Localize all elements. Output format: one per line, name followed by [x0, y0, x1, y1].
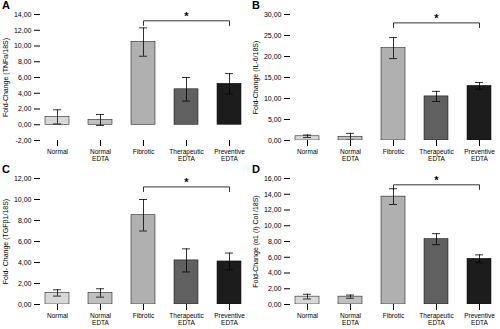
html-text:D: D [252, 163, 260, 175]
html-text:A: A [2, 0, 10, 11]
svg-text:0,00: 0,00 [268, 301, 282, 308]
svg-text:NormalEDTA: NormalEDTA [90, 312, 112, 326]
svg-text:8,00: 8,00 [18, 217, 32, 224]
svg-text:12,00: 12,00 [14, 175, 32, 182]
svg-text:Fibrotic: Fibrotic [133, 312, 155, 319]
svg-text:12,00: 12,00 [14, 26, 32, 33]
svg-text:2,00: 2,00 [18, 105, 32, 112]
svg-text:Fold-Change (IL-6/18S): Fold-Change (IL-6/18S) [252, 41, 260, 115]
html-text:B: B [252, 0, 260, 11]
svg-text:4,00: 4,00 [268, 269, 282, 276]
svg-text:NormalEDTA: NormalEDTA [340, 148, 362, 162]
svg-text:10,00: 10,00 [264, 95, 282, 102]
svg-text:5,00: 5,00 [268, 116, 282, 123]
svg-text:Normal: Normal [297, 312, 319, 319]
svg-text:0,00: 0,00 [18, 301, 32, 308]
svg-text:PreventiveEDTA: PreventiveEDTA [464, 148, 495, 162]
svg-text:8,00: 8,00 [18, 58, 32, 65]
svg-text:Fibrotic: Fibrotic [133, 148, 155, 155]
svg-text:Normal: Normal [47, 148, 69, 155]
svg-text:14,00: 14,00 [264, 190, 282, 197]
svg-text:8,00: 8,00 [268, 238, 282, 245]
svg-text:Normal: Normal [47, 312, 69, 319]
svg-text:Fibrotic: Fibrotic [383, 312, 405, 319]
svg-text:PreventiveEDTA: PreventiveEDTA [214, 148, 245, 162]
svg-text:Normal: Normal [297, 148, 319, 155]
svg-text:Fold-Change (TNFα/18S): Fold-Change (TNFα/18S) [2, 38, 10, 117]
svg-text:NormalEDTA: NormalEDTA [340, 312, 362, 326]
svg-text:6,00: 6,00 [18, 238, 32, 245]
svg-text:6,00: 6,00 [18, 74, 32, 81]
svg-text:*: * [184, 176, 189, 188]
svg-text:Fold- Change (TGFβ1/18S): Fold- Change (TGFβ1/18S) [2, 199, 10, 284]
svg-text:10,00: 10,00 [14, 42, 32, 49]
svg-text:NormalEDTA: NormalEDTA [90, 148, 112, 162]
svg-text:2,00: 2,00 [268, 285, 282, 292]
svg-text:TherapeuticEDTA: TherapeuticEDTA [169, 312, 204, 326]
svg-text:-2,00: -2,00 [16, 137, 32, 144]
svg-text:TherapeuticEDTA: TherapeuticEDTA [169, 148, 204, 162]
svg-text:2,00: 2,00 [18, 280, 32, 287]
svg-text:PreventiveEDTA: PreventiveEDTA [464, 312, 495, 326]
svg-text:*: * [434, 174, 439, 186]
svg-text:TherapeuticEDTA: TherapeuticEDTA [419, 148, 454, 162]
svg-text:PreventiveEDTA: PreventiveEDTA [214, 312, 245, 326]
svg-text:10,00: 10,00 [264, 222, 282, 229]
svg-text:16,00: 16,00 [264, 175, 282, 182]
svg-text:4,00: 4,00 [18, 89, 32, 96]
svg-text:6,00: 6,00 [268, 253, 282, 260]
svg-text:20,00: 20,00 [264, 53, 282, 60]
svg-text:*: * [434, 12, 439, 24]
svg-text:Fibrotic: Fibrotic [383, 148, 405, 155]
svg-text:Fold-Change (α1 (I) Col /18S): Fold-Change (α1 (I) Col /18S) [252, 195, 260, 287]
svg-text:14,00: 14,00 [14, 11, 32, 18]
svg-text:4,00: 4,00 [18, 259, 32, 266]
svg-text:TherapeuticEDTA: TherapeuticEDTA [419, 312, 454, 326]
svg-text:30,00: 30,00 [264, 11, 282, 18]
svg-text:0,00: 0,00 [268, 137, 282, 144]
svg-text:12,00: 12,00 [264, 206, 282, 213]
svg-text:*: * [184, 10, 189, 22]
svg-text:0,00: 0,00 [18, 121, 32, 128]
svg-text:25,00: 25,00 [264, 32, 282, 39]
html-text:C: C [2, 163, 10, 175]
svg-text:15,00: 15,00 [264, 74, 282, 81]
svg-text:10,00: 10,00 [14, 196, 32, 203]
